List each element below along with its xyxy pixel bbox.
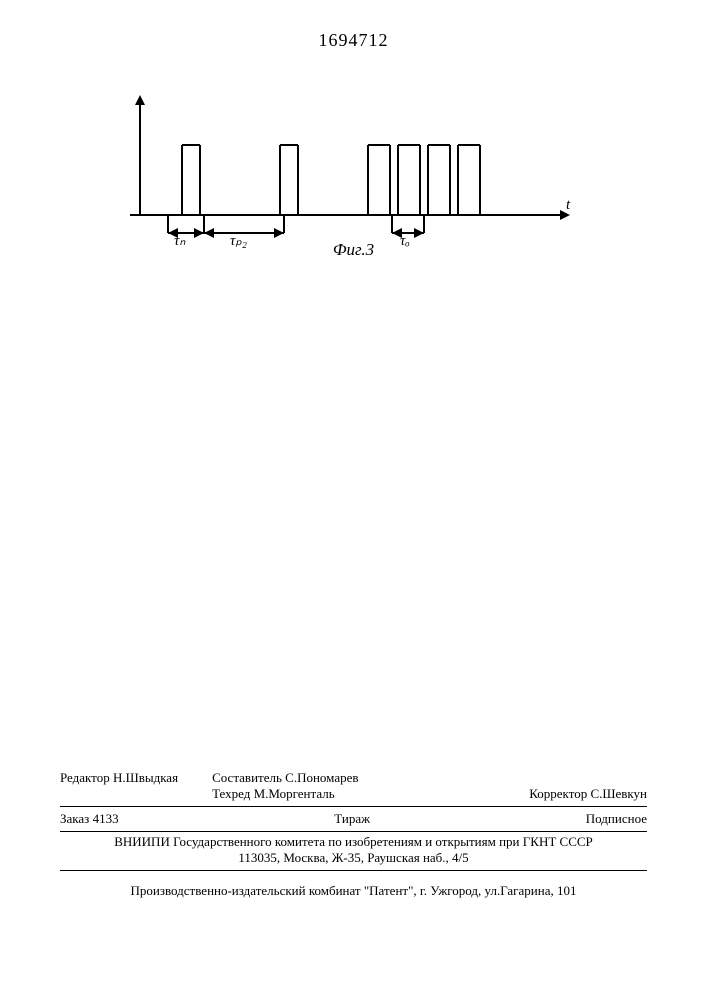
compiler-name: С.Пономарев	[285, 770, 358, 785]
order-credit: Заказ 4133	[60, 811, 119, 827]
committee-line: ВНИИПИ Государственного комитета по изоб…	[60, 834, 647, 850]
corrector-credit: Корректор С.Шевкун	[529, 786, 647, 802]
address-line: 113035, Москва, Ж-35, Раушская наб., 4/5	[60, 850, 647, 871]
tirazh-credit: Тираж	[334, 811, 370, 827]
compiler-label: Составитель	[212, 770, 282, 785]
credits-row-1: Редактор Н.Швыдкая Составитель С.Пономар…	[60, 770, 647, 807]
corrector-label: Корректор	[529, 786, 587, 801]
corrector-name: С.Шевкун	[590, 786, 647, 801]
print-house-line: Производственно-издательский комбинат "П…	[60, 883, 647, 899]
credits-block: Редактор Н.Швыдкая Составитель С.Пономар…	[60, 770, 647, 899]
techred-name: М.Моргенталь	[254, 786, 335, 801]
figure-caption: Фиг.3	[0, 240, 707, 260]
compiler-credit: Составитель С.Пономарев	[212, 770, 358, 786]
order-number: 4133	[93, 811, 119, 826]
document-number: 1694712	[0, 30, 707, 51]
techred-credit: Техред М.Моргенталь	[212, 786, 358, 802]
podpisnoe-credit: Подписное	[586, 811, 647, 827]
techred-label: Техред	[212, 786, 250, 801]
order-label: Заказ	[60, 811, 89, 826]
svg-text:t: t	[566, 197, 571, 213]
editor-credit: Редактор Н.Швыдкая	[60, 770, 178, 802]
editor-name: Н.Швыдкая	[113, 770, 178, 785]
credits-row-2: Заказ 4133 Тираж Подписное	[60, 811, 647, 832]
editor-label: Редактор	[60, 770, 110, 785]
